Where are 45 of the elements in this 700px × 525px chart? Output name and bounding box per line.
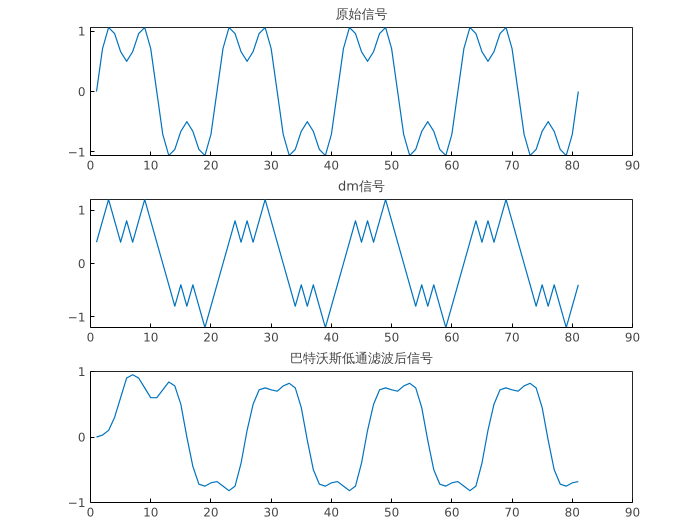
chart-title: 原始信号 (336, 8, 388, 22)
x-tick-label: 40 (324, 506, 340, 520)
x-tick-label: 30 (264, 158, 279, 172)
y-tick-label: −1 (68, 496, 86, 510)
x-tick-label: 30 (264, 330, 279, 344)
y-tick-label: 0 (78, 85, 86, 99)
x-tick-label: 50 (384, 506, 400, 520)
y-tick-label: 1 (78, 365, 86, 379)
x-tick-label: 0 (86, 158, 94, 172)
x-tick-label: 0 (86, 330, 94, 344)
y-tick-label: −1 (68, 145, 86, 160)
x-tick-label: 70 (504, 158, 520, 172)
line-series (96, 374, 579, 492)
x-tick-label: 80 (564, 506, 580, 520)
line-series (96, 200, 579, 328)
x-tick-label: 80 (564, 330, 580, 344)
y-tick-label: 0 (78, 430, 86, 444)
x-tick-label: 0 (86, 506, 94, 520)
y-tick-label: 1 (78, 24, 86, 39)
x-tick-label: 40 (324, 330, 340, 344)
x-tick-label: 70 (504, 506, 520, 520)
y-tick-label: 1 (78, 204, 86, 218)
x-tick-label: 10 (143, 330, 158, 344)
chart-title: dm信号 (338, 180, 385, 194)
y-tick-label: 0 (78, 257, 86, 271)
x-tick-label: 10 (143, 158, 158, 172)
x-tick-label: 60 (444, 506, 460, 520)
x-tick-label: 50 (384, 158, 400, 172)
x-tick-label: 20 (203, 330, 219, 344)
x-tick-label: 10 (143, 506, 158, 520)
x-tick-label: 90 (624, 506, 640, 520)
x-tick-label: 20 (203, 506, 219, 520)
x-tick-label: 70 (504, 330, 520, 344)
x-tick-label: 50 (384, 330, 400, 344)
x-tick-label: 90 (624, 158, 640, 172)
x-tick-label: 90 (624, 330, 640, 344)
x-tick-label: 40 (324, 158, 340, 172)
x-tick-label: 20 (203, 158, 219, 172)
y-tick-label: −1 (68, 310, 86, 324)
chart-title: 巴特沃斯低通滤波后信号 (290, 352, 433, 366)
x-tick-label: 30 (264, 506, 279, 520)
x-tick-label: 60 (444, 330, 460, 344)
x-tick-label: 60 (444, 158, 460, 172)
x-tick-label: 80 (564, 158, 580, 172)
line-series (96, 28, 579, 156)
